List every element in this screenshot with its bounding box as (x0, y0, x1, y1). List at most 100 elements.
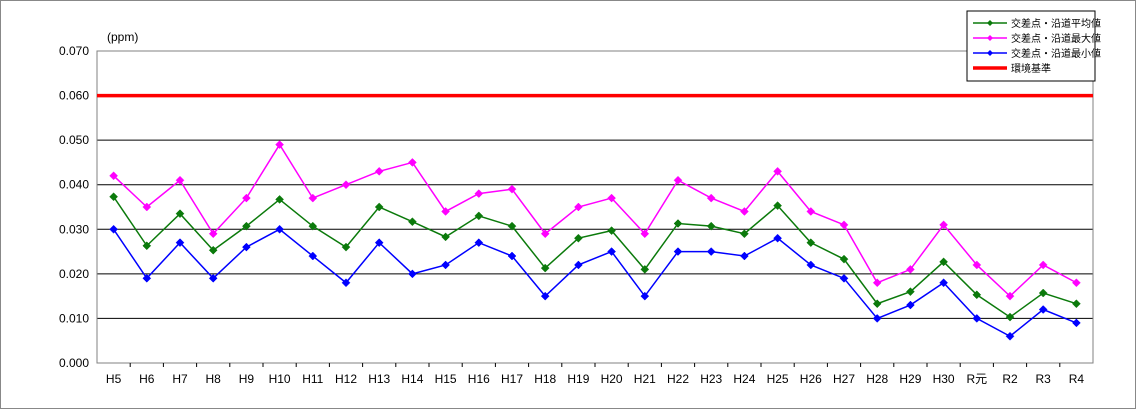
x-tick-label: H13 (368, 372, 390, 386)
x-tick-label: H10 (269, 372, 291, 386)
data-point-0 (175, 209, 185, 219)
legend-swatch-marker (987, 35, 993, 41)
x-tick-label: R3 (1036, 372, 1052, 386)
data-point-2 (208, 273, 218, 283)
data-point-2 (374, 238, 384, 248)
y-tick-label: 0.020 (59, 267, 89, 281)
data-point-2 (640, 291, 650, 301)
legend-label: 環境基準 (1011, 62, 1051, 75)
legend-label: 交差点・沿道最大値 (1011, 32, 1101, 45)
data-point-0 (242, 221, 251, 231)
data-point-0 (1072, 299, 1081, 309)
data-point-2 (1038, 305, 1048, 314)
x-tick-label: H18 (534, 372, 556, 386)
data-point-0 (1038, 288, 1048, 298)
data-point-1 (374, 166, 384, 176)
x-tick-label: H24 (733, 372, 755, 386)
data-point-1 (275, 140, 284, 149)
data-point-0 (839, 254, 849, 264)
data-point-2 (474, 238, 484, 248)
data-point-1 (540, 229, 550, 239)
data-point-2 (740, 251, 749, 261)
x-tick-label: H12 (335, 372, 357, 386)
x-tick-label: R2 (1002, 372, 1018, 386)
y-tick-label: 0.070 (59, 44, 89, 58)
data-point-2 (275, 224, 284, 234)
data-point-0 (109, 192, 118, 202)
legend-swatch-marker (987, 20, 993, 26)
data-point-1 (441, 207, 450, 216)
data-point-0 (872, 299, 882, 309)
data-point-2 (1072, 318, 1081, 328)
data-point-1 (242, 193, 251, 203)
series-line-2 (112, 228, 1077, 338)
x-tick-label: H30 (933, 372, 955, 386)
data-point-1 (474, 189, 484, 198)
data-point-0 (773, 201, 782, 211)
data-point-0 (441, 232, 450, 242)
data-point-2 (441, 260, 450, 270)
data-point-2 (607, 247, 616, 256)
data-point-1 (341, 180, 351, 190)
x-tick-label: H15 (435, 372, 457, 386)
data-point-2 (175, 238, 185, 248)
data-point-0 (507, 221, 517, 231)
data-point-1 (607, 193, 616, 203)
data-point-1 (1072, 278, 1081, 288)
y-tick-label: 0.000 (59, 356, 89, 370)
data-point-2 (939, 278, 948, 288)
x-tick-label: H17 (501, 372, 523, 386)
data-point-2 (574, 260, 583, 270)
data-point-1 (806, 207, 816, 216)
y-tick-label: 0.030 (59, 222, 89, 236)
data-point-0 (607, 226, 616, 235)
data-point-1 (640, 229, 650, 239)
x-tick-label: H25 (767, 372, 789, 386)
data-point-2 (242, 242, 251, 252)
data-point-2 (872, 314, 882, 323)
data-point-1 (773, 166, 782, 176)
x-tick-label: H14 (401, 372, 423, 386)
y-tick-label: 0.060 (59, 89, 89, 103)
data-point-2 (706, 247, 716, 256)
data-point-1 (706, 193, 716, 203)
y-tick-label: 0.040 (59, 178, 89, 192)
data-point-2 (839, 273, 849, 283)
data-point-1 (872, 278, 882, 288)
x-tick-label: R元 (966, 372, 987, 386)
x-tick-label: H6 (139, 372, 155, 386)
data-point-0 (939, 257, 948, 267)
y-tick-label: 0.050 (59, 133, 89, 147)
data-point-1 (574, 202, 583, 212)
data-point-0 (574, 233, 583, 243)
data-point-0 (408, 217, 417, 227)
data-point-2 (408, 269, 417, 279)
data-point-1 (673, 175, 683, 185)
series-layer (109, 140, 1081, 341)
data-point-1 (408, 158, 417, 167)
x-tick-label: H11 (302, 372, 323, 386)
data-point-0 (540, 263, 550, 273)
data-point-0 (374, 202, 384, 212)
x-tick-label: H19 (567, 372, 589, 386)
data-point-2 (341, 278, 351, 288)
data-point-1 (972, 260, 982, 270)
legend-label: 交差点・沿道平均値 (1011, 17, 1101, 30)
data-point-0 (906, 287, 915, 297)
x-tick-label: H29 (899, 372, 921, 386)
data-point-0 (308, 221, 318, 231)
data-point-0 (142, 241, 152, 251)
data-point-1 (175, 175, 185, 185)
x-tick-label: H9 (239, 372, 255, 386)
data-point-0 (341, 242, 351, 252)
data-point-2 (673, 247, 683, 256)
data-point-2 (972, 314, 982, 323)
x-tick-label: H16 (468, 372, 490, 386)
data-point-1 (1038, 260, 1048, 270)
x-tick-label: H5 (106, 372, 122, 386)
data-point-1 (308, 193, 318, 203)
data-point-1 (109, 171, 118, 181)
